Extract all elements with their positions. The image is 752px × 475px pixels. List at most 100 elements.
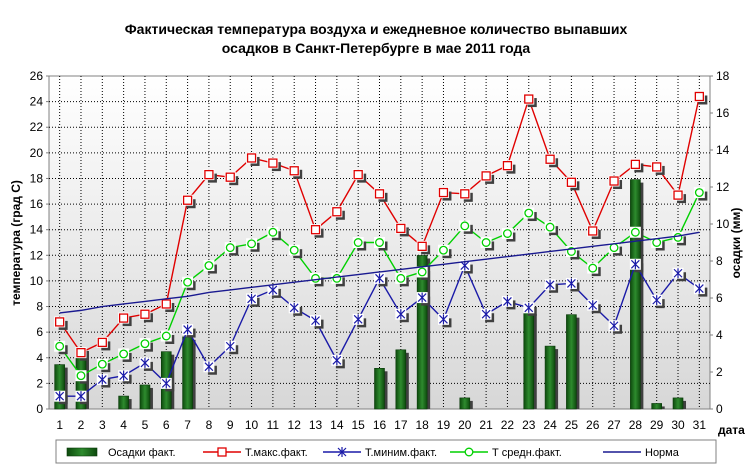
y-left-tick-label: 6 bbox=[36, 325, 43, 339]
point-marker bbox=[183, 324, 193, 335]
x-tick-label: 23 bbox=[522, 418, 536, 432]
point-marker bbox=[609, 176, 619, 186]
x-tick-label: 6 bbox=[163, 418, 170, 432]
point-marker bbox=[396, 309, 406, 320]
point-marker bbox=[439, 314, 448, 325]
precip-bar bbox=[416, 255, 428, 410]
point-marker bbox=[524, 208, 534, 218]
point-marker bbox=[247, 239, 257, 249]
point-marker bbox=[225, 172, 235, 182]
point-marker bbox=[140, 339, 150, 349]
y-left-tick-label: 24 bbox=[30, 95, 44, 109]
y-right-tick-label: 18 bbox=[716, 69, 730, 83]
point-marker bbox=[545, 154, 555, 164]
point-marker bbox=[332, 207, 342, 217]
legend-label: Осадки факт. bbox=[108, 447, 176, 459]
x-tick-label: 16 bbox=[373, 418, 387, 432]
x-tick-label: 10 bbox=[245, 418, 259, 432]
point-marker bbox=[311, 273, 320, 283]
point-marker bbox=[374, 189, 385, 199]
legend-label: Т средн.факт. bbox=[492, 447, 562, 459]
precip-bar bbox=[374, 367, 385, 410]
point-marker bbox=[289, 166, 299, 176]
precip-bar bbox=[54, 364, 65, 410]
point-marker bbox=[673, 190, 683, 200]
y-left-tick-label: 10 bbox=[30, 274, 44, 288]
point-marker bbox=[566, 278, 576, 289]
point-marker bbox=[311, 315, 320, 326]
x-tick-label: 1 bbox=[56, 418, 63, 432]
y-left-tick-label: 12 bbox=[30, 248, 44, 262]
y-right-tick-label: 2 bbox=[716, 365, 723, 379]
chart-title-line2: осадков в Санкт-Петербурге в мае 2011 го… bbox=[222, 40, 531, 56]
series-line bbox=[59, 231, 700, 314]
y-left-tick-label: 16 bbox=[30, 197, 44, 211]
x-tick-label: 11 bbox=[267, 418, 280, 432]
point-marker bbox=[310, 225, 321, 235]
legend-label: Т.макс.факт. bbox=[245, 447, 308, 459]
x-tick-label: 5 bbox=[142, 418, 149, 432]
point-marker bbox=[353, 314, 363, 325]
point-marker bbox=[204, 261, 214, 271]
x-axis-title: дата bbox=[718, 423, 745, 437]
x-tick-label: 9 bbox=[227, 418, 234, 432]
point-marker bbox=[76, 371, 86, 381]
x-tick-label: 19 bbox=[437, 418, 451, 432]
y-axis-right-title: осадки (мм) bbox=[729, 208, 743, 279]
y-left-tick-label: 22 bbox=[30, 120, 44, 134]
precip-bar bbox=[118, 395, 129, 410]
point-marker bbox=[76, 347, 86, 358]
y-right-tick-label: 10 bbox=[716, 217, 730, 231]
point-marker bbox=[204, 169, 214, 180]
y-right-tick-label: 14 bbox=[716, 143, 730, 157]
legend-label: Норма bbox=[645, 447, 680, 459]
precip-bar bbox=[630, 179, 641, 410]
precip-bar bbox=[395, 349, 407, 410]
point-marker bbox=[76, 391, 86, 402]
point-marker bbox=[55, 391, 65, 402]
y-right-tick-label: 16 bbox=[716, 106, 730, 120]
point-marker bbox=[652, 162, 662, 172]
precip-bar bbox=[651, 403, 662, 410]
x-tick-label: 8 bbox=[206, 418, 213, 432]
point-marker bbox=[524, 302, 534, 313]
point-marker bbox=[630, 259, 640, 270]
point-marker bbox=[247, 293, 256, 304]
y-right-tick-label: 4 bbox=[716, 328, 723, 342]
point-marker bbox=[588, 300, 598, 311]
x-tick-label: 14 bbox=[330, 418, 344, 432]
legend-box bbox=[55, 439, 717, 464]
x-tick-label: 21 bbox=[479, 418, 493, 432]
point-marker bbox=[417, 267, 427, 277]
point-marker bbox=[55, 341, 65, 351]
y-left-tick-label: 14 bbox=[30, 223, 44, 237]
point-marker bbox=[417, 241, 427, 251]
point-marker bbox=[161, 299, 171, 309]
y-right-tick-label: 8 bbox=[716, 254, 723, 268]
point-marker bbox=[140, 357, 150, 368]
y-left-tick-label: 20 bbox=[30, 146, 44, 160]
point-marker bbox=[182, 195, 193, 205]
point-marker bbox=[439, 245, 448, 255]
precip-bar bbox=[182, 336, 193, 410]
point-marker bbox=[119, 370, 129, 381]
point-marker bbox=[673, 268, 683, 279]
x-tick-label: 31 bbox=[693, 418, 707, 432]
point-marker bbox=[460, 189, 470, 199]
point-marker bbox=[140, 309, 150, 319]
x-tick-label: 7 bbox=[184, 418, 191, 432]
point-marker bbox=[161, 378, 171, 389]
x-tick-label: 12 bbox=[288, 418, 302, 432]
point-marker bbox=[161, 331, 171, 341]
point-marker bbox=[118, 313, 129, 323]
point-marker bbox=[225, 243, 235, 253]
legend-swatch bbox=[66, 447, 98, 457]
point-marker bbox=[652, 238, 662, 247]
point-marker bbox=[694, 188, 704, 197]
precip-bar bbox=[523, 310, 535, 410]
point-marker bbox=[502, 161, 513, 171]
point-marker bbox=[332, 355, 342, 366]
